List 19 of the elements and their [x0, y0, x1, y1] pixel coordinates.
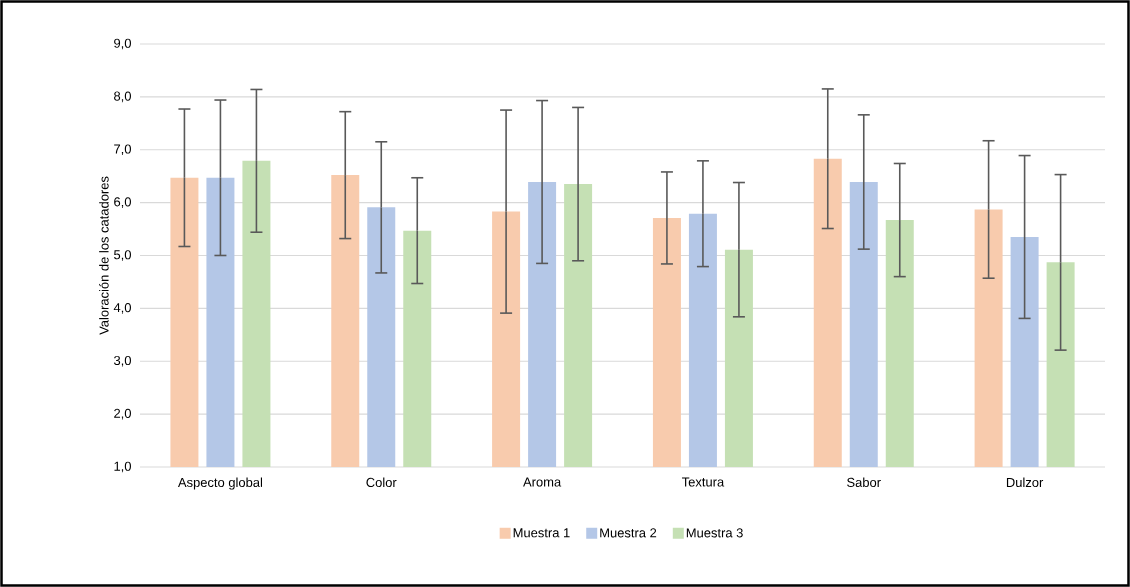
x-tick-label: Sabor [847, 477, 881, 488]
y-tick-label: 8,0 [114, 91, 131, 103]
y-tick-label: 1,0 [114, 461, 131, 473]
y-tick-label: 5,0 [114, 250, 131, 261]
legend-label: Muestra 2 [600, 528, 657, 538]
x-tick-label: Dulzor [1006, 477, 1044, 488]
y-axis-title: Valoración de los catadores [99, 176, 109, 335]
y-tick-label: 3,0 [113, 355, 131, 367]
y-tick-label: 2,0 [114, 408, 131, 420]
y-tick-label: 4,0 [113, 303, 131, 314]
x-tick-label: Color [366, 477, 397, 488]
x-tick-label: Aspecto global [177, 477, 263, 490]
y-tick-label: 6,0 [114, 197, 131, 208]
x-tick-label: Aroma [523, 477, 562, 487]
y-tick-label: 9,0 [114, 38, 131, 50]
legend-label: Muestra 1 [513, 528, 570, 538]
x-tick-label: Textura [681, 477, 725, 487]
legend-label: Muestra 3 [686, 528, 743, 538]
y-tick-label: 7,0 [114, 144, 131, 156]
